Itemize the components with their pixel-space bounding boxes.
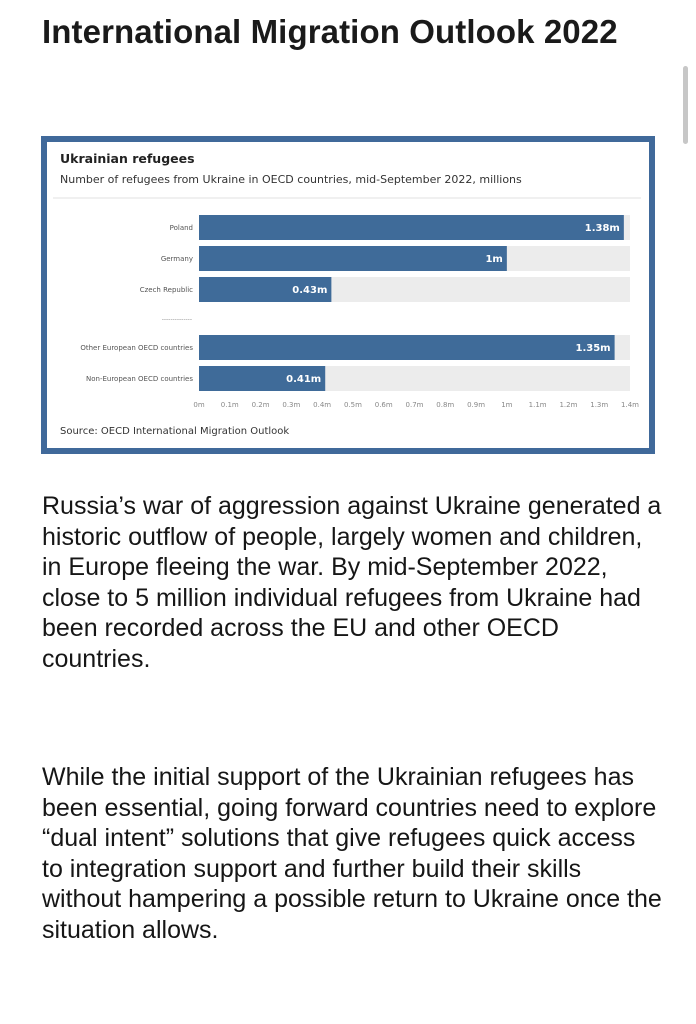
data-label: 0.41m	[286, 374, 321, 385]
x-tick-label: 0.2m	[252, 401, 270, 409]
bar-czech-republic	[199, 277, 332, 302]
category-label: Czech Republic	[140, 286, 193, 294]
bar-poland	[199, 215, 624, 240]
x-tick-label: 1.3m	[590, 401, 608, 409]
bar-other-european-oecd-countries	[199, 335, 615, 360]
data-label: 0.43m	[292, 285, 327, 296]
article-paragraph: Russia’s war of aggression against Ukrai…	[42, 492, 662, 673]
x-tick-label: 0.4m	[313, 401, 331, 409]
data-label: 1.35m	[576, 343, 611, 354]
x-tick-label: 1.4m	[621, 401, 639, 409]
category-label: Poland	[170, 224, 193, 232]
chart-subtitle: Number of refugees from Ukraine in OECD …	[60, 173, 522, 186]
page-title: International Migration Outlook 2022	[42, 13, 618, 50]
chart-source: Source: OECD International Migration Out…	[60, 426, 289, 437]
data-label: 1.38m	[585, 223, 620, 234]
x-tick-label: 0.5m	[344, 401, 362, 409]
scrollbar[interactable]	[683, 66, 688, 144]
x-tick-label: 1.1m	[529, 401, 547, 409]
x-tick-label: 0.6m	[375, 401, 393, 409]
chart-figure: Ukrainian refugees Number of refugees fr…	[41, 136, 655, 454]
x-tick-label: 0.3m	[282, 401, 300, 409]
bar-non-european-oecd-countries	[199, 366, 326, 391]
category-label: Other European OECD countries	[80, 344, 193, 352]
x-tick-label: 1m	[501, 401, 512, 409]
data-label: 1m	[485, 254, 502, 265]
chart-title: Ukrainian refugees	[60, 151, 195, 166]
x-tick-label: 0m	[193, 401, 204, 409]
x-tick-label: 1.2m	[559, 401, 577, 409]
x-tick-label: 0.1m	[221, 401, 239, 409]
category-label: Germany	[161, 255, 193, 263]
category-separator: --------------	[162, 316, 192, 323]
category-label: Non-European OECD countries	[86, 375, 193, 383]
bar-chart: Ukrainian refugees Number of refugees fr…	[53, 151, 641, 437]
x-tick-label: 0.8m	[436, 401, 454, 409]
x-tick-label: 0.7m	[406, 401, 424, 409]
article-paragraph: While the initial support of the Ukraini…	[42, 763, 662, 944]
x-tick-label: 0.9m	[467, 401, 485, 409]
bar-germany	[199, 246, 507, 271]
